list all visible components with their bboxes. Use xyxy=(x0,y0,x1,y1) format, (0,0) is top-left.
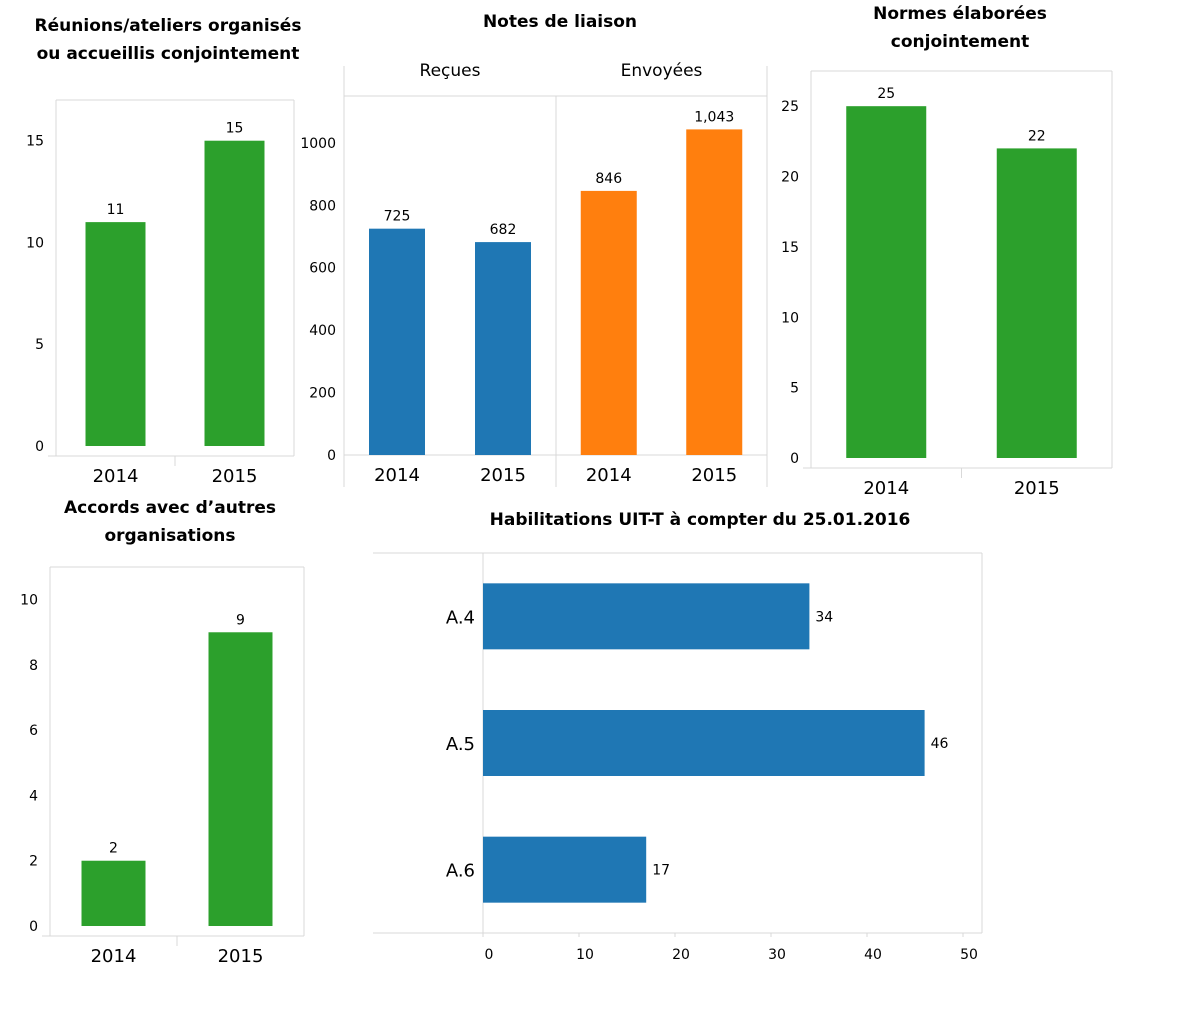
accords-bar-2015 xyxy=(208,632,273,926)
habilitations-ytick-A.5: A.5 xyxy=(446,734,475,755)
reunions-bar-2015 xyxy=(204,140,265,447)
notes-ytick-2: 400 xyxy=(309,323,336,339)
reunions-value-label-2014: 11 xyxy=(107,202,125,218)
habilitations-xtick-0: 0 xyxy=(485,947,494,963)
notes-ytick-5: 1000 xyxy=(300,136,336,152)
reunions-ytick-0: 0 xyxy=(35,439,44,455)
notes-ytick-1: 200 xyxy=(309,386,336,402)
reunions-value-label-2015: 15 xyxy=(226,121,244,137)
reunions-ytick-2: 10 xyxy=(26,235,44,251)
habilitations-xtick-5: 50 xyxy=(960,947,978,963)
accords-ytick-2: 4 xyxy=(29,788,38,804)
habilitations-xtick-3: 30 xyxy=(768,947,786,963)
habilitations-ytick-A.4: A.4 xyxy=(446,607,475,628)
reunions-xtick-2014: 2014 xyxy=(93,466,139,487)
normes-ytick-2: 10 xyxy=(781,310,799,326)
accords-ytick-0: 0 xyxy=(29,919,38,935)
chart-title-accords: Accords avec d’autres organisations xyxy=(20,494,320,550)
habilitations-xtick-1: 10 xyxy=(576,947,594,963)
habilitations-ytick-A.6: A.6 xyxy=(446,861,475,882)
chart-title-normes-line-2: conjointement xyxy=(890,32,1030,52)
notes-group-label-1: Envoyées xyxy=(621,61,703,81)
notes-ytick-3: 600 xyxy=(309,261,336,277)
reunions-ytick-3: 15 xyxy=(26,134,44,150)
notes-xtick-1-2014: 2014 xyxy=(586,465,632,486)
normes-xtick-2015: 2015 xyxy=(1014,478,1060,499)
habilitations-xtick-2: 20 xyxy=(672,947,690,963)
notes-bar-0-2015 xyxy=(475,242,531,455)
notes-value-label-1-2014: 846 xyxy=(595,171,622,187)
normes-bar-2014 xyxy=(846,106,927,458)
chart-title-normes-line-1: Normes élaborées xyxy=(873,4,1047,24)
habilitations-bar-A.5 xyxy=(483,710,925,776)
normes-value-label-2014: 25 xyxy=(877,86,895,102)
notes-value-label-1-2015: 1,043 xyxy=(694,109,734,125)
accords-ytick-4: 8 xyxy=(29,658,38,674)
normes-ytick-1: 5 xyxy=(790,381,799,397)
accords-xtick-2014: 2014 xyxy=(91,946,137,967)
notes-xtick-1-2015: 2015 xyxy=(691,465,737,486)
chart-title-notes-line: Notes de liaison xyxy=(482,12,638,32)
habilitations-value-label-A.5: 46 xyxy=(931,736,949,752)
habilitations-bar-A.6 xyxy=(483,836,647,903)
habilitations-bar-A.4 xyxy=(483,583,810,650)
normes-ytick-0: 0 xyxy=(790,451,799,467)
reunions-bar-2014 xyxy=(85,222,146,446)
chart-title-reunions-line-1: Réunions/ateliers organisés xyxy=(34,16,302,36)
notes-ytick-4: 800 xyxy=(309,198,336,214)
habilitations-xtick-4: 40 xyxy=(864,947,882,963)
accords-value-label-2015: 9 xyxy=(236,612,245,628)
reunions-xtick-2015: 2015 xyxy=(212,466,258,487)
chart-title-accords-line-2: organisations xyxy=(104,526,236,546)
notes-bar-1-2015 xyxy=(686,129,743,456)
accords-ytick-3: 6 xyxy=(29,723,38,739)
chart-title-habilitations-line: Habilitations UIT-T à compter du 25.01.2… xyxy=(489,510,911,530)
normes-bar-2015 xyxy=(996,148,1077,458)
chart-title-normes: Normes élaborées conjointement xyxy=(810,0,1110,56)
habilitations-value-label-A.6: 17 xyxy=(652,863,670,879)
accords-xtick-2015: 2015 xyxy=(218,946,264,967)
notes-xtick-0-2014: 2014 xyxy=(374,465,420,486)
notes-ytick-0: 0 xyxy=(327,448,336,464)
chart-title-reunions-line-2: ou accueillis conjointement xyxy=(36,44,300,64)
chart-title-reunions: Réunions/ateliers organisés ou accueilli… xyxy=(18,12,318,68)
notes-value-label-0-2015: 682 xyxy=(490,222,517,238)
normes-value-label-2015: 22 xyxy=(1028,128,1046,144)
accords-ytick-1: 2 xyxy=(29,854,38,870)
normes-ytick-3: 15 xyxy=(781,240,799,256)
notes-xtick-0-2015: 2015 xyxy=(480,465,526,486)
normes-ytick-4: 20 xyxy=(781,170,799,186)
notes-bar-0-2014 xyxy=(369,228,425,455)
accords-value-label-2014: 2 xyxy=(109,841,118,857)
chart-title-notes: Notes de liaison xyxy=(400,10,720,34)
notes-bar-1-2014 xyxy=(580,190,637,455)
chart-title-accords-line-1: Accords avec d’autres xyxy=(63,498,277,518)
normes-ytick-5: 25 xyxy=(781,99,799,115)
accords-ytick-5: 10 xyxy=(20,593,38,609)
notes-group-label-0: Reçues xyxy=(420,61,481,81)
reunions-ytick-1: 5 xyxy=(35,337,44,353)
notes-value-label-0-2014: 725 xyxy=(384,209,411,225)
habilitations-value-label-A.4: 34 xyxy=(815,609,833,625)
normes-xtick-2014: 2014 xyxy=(863,478,909,499)
chart-title-habilitations: Habilitations UIT-T à compter du 25.01.2… xyxy=(450,508,950,532)
accords-bar-2014 xyxy=(81,860,146,926)
